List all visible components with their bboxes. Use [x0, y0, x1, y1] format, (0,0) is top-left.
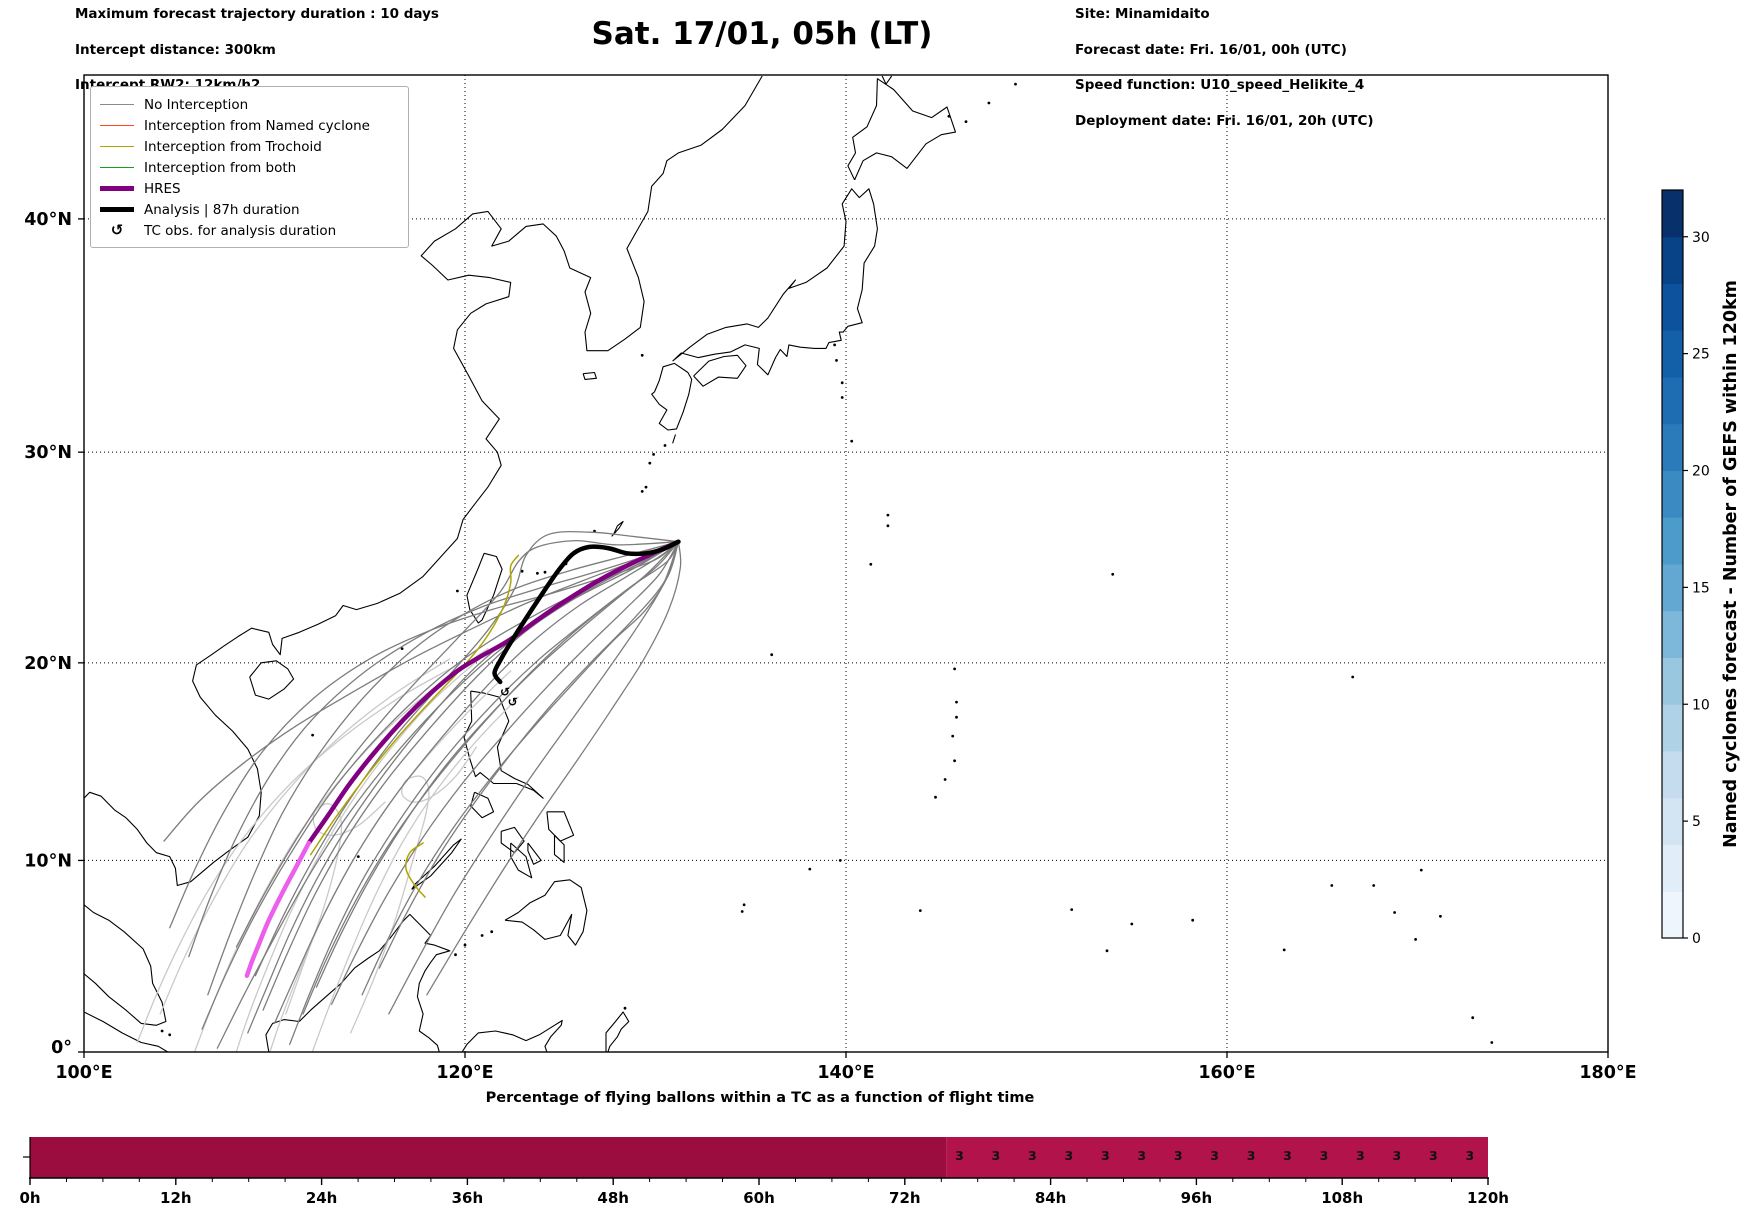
legend-item-label: Interception from Trochoid — [144, 138, 322, 155]
svg-text:15: 15 — [1692, 580, 1710, 596]
bar-x-tick-label: 72h — [889, 1189, 921, 1207]
legend-item-label: TC obs. for analysis duration — [144, 222, 337, 239]
legend-item-1: Interception from Named cyclone — [100, 115, 400, 136]
balloon-tc-bar-chart: 3 3 3 3 3 3 3 3 3 3 3 3 3 3 3 0h 12h 24h 36h 48h 60h 72h 84h 96… — [19, 1137, 1509, 1207]
svg-text:25: 25 — [1692, 347, 1710, 363]
svg-text:↺: ↺ — [500, 685, 510, 699]
graticule — [84, 75, 1608, 1052]
svg-text:120°E: 120°E — [436, 1063, 493, 1083]
speed-function-text: Speed function: U10_speed_Helikite_4 — [1075, 77, 1365, 94]
header-left: Maximum forecast trajectory duration : 1… — [75, 6, 439, 95]
bar-annotation: 3 — [1283, 1148, 1292, 1163]
legend-item-2: Interception from Trochoid — [100, 136, 400, 157]
coastlines — [84, 75, 957, 1052]
legend-line-sample-icon — [100, 207, 134, 212]
svg-text:140°E: 140°E — [817, 1063, 874, 1083]
bar-annotation: 3 — [1247, 1148, 1256, 1163]
svg-text:30°N: 30°N — [24, 443, 72, 463]
tc-obs-markers: ↺↺ — [500, 685, 518, 709]
legend-item-0: No Interception — [100, 94, 400, 115]
site-text: Site: Minamidaito — [1075, 6, 1210, 22]
legend-item-label: No Interception — [144, 96, 249, 113]
intercept-distance-text: Intercept distance: 300km — [75, 41, 276, 58]
bar-x-tick-label: 120h — [1467, 1189, 1509, 1207]
colorbar-label: Named cyclones forecast - Number of GEFS… — [1721, 280, 1741, 848]
bar-annotation: 3 — [1356, 1148, 1365, 1163]
bar-annotation: 3 — [1465, 1148, 1474, 1163]
svg-text:0: 0 — [1692, 931, 1701, 947]
bar-annotation: 3 — [1174, 1148, 1183, 1163]
bar-annotation: 3 — [1393, 1148, 1402, 1163]
legend-item-label: Interception from both — [144, 159, 297, 176]
deployment-date-text: Deployment date: Fri. 16/01, 20h (UTC) — [1075, 112, 1374, 129]
svg-text:20°N: 20°N — [24, 654, 72, 674]
svg-text:180°E: 180°E — [1579, 1063, 1636, 1083]
trochoid-interception-line — [309, 554, 520, 856]
bar-annotation: 3 — [1429, 1148, 1438, 1163]
legend-item-4: HRES — [100, 178, 400, 199]
analysis-87h-line — [492, 539, 681, 685]
legend-item-6: ↺ TC obs. for analysis duration — [100, 220, 400, 241]
hres-line — [306, 539, 681, 846]
bar-x-tick-label: 96h — [1181, 1189, 1213, 1207]
svg-text:↺: ↺ — [508, 695, 518, 709]
map-axis-ticks — [78, 218, 1609, 1058]
map-area: ↺↺ — [84, 75, 1608, 1052]
max-duration-text: Maximum forecast trajectory duration : 1… — [75, 6, 439, 22]
colorbar: 0 5 10 15 20 25 30 — [1661, 189, 1710, 947]
svg-text:30: 30 — [1692, 230, 1710, 246]
legend-item-3: Interception from both — [100, 157, 400, 178]
svg-text:20: 20 — [1692, 464, 1710, 480]
tc-obs-symbol-icon: ↺ — [110, 221, 124, 239]
bar-annotation: 3 — [1064, 1148, 1073, 1163]
svg-text:10: 10 — [1692, 697, 1710, 713]
bar-x-tick-label: 108h — [1321, 1189, 1363, 1207]
legend-item-label: HRES — [144, 180, 181, 197]
bar-x-tick-label: 0h — [19, 1189, 40, 1207]
trochoid-curl-line — [405, 842, 426, 898]
legend-item-label: Analysis | 87h duration — [144, 201, 300, 218]
legend-item-5: Analysis | 87h duration — [100, 199, 400, 220]
legend-item-label: Interception from Named cyclone — [144, 117, 370, 134]
hres-tail-magenta-line — [244, 840, 312, 978]
bar-x-tick-label: 60h — [743, 1189, 775, 1207]
svg-text:5: 5 — [1692, 814, 1701, 830]
legend-line-sample-icon — [100, 186, 134, 191]
bar-annotation: 3 — [1137, 1148, 1146, 1163]
svg-text:40°N: 40°N — [24, 210, 72, 230]
legend-line-sample-icon — [100, 145, 134, 148]
bar-annotation: 3 — [1210, 1148, 1219, 1163]
svg-text:10°N: 10°N — [24, 851, 72, 871]
map-axis-labels: 100°E 120°E 140°E 160°E 180°E 0° 10°N 20°N 30°N 4… — [24, 210, 1636, 1083]
bar-x-tick-label: 24h — [306, 1189, 338, 1207]
svg-text:0°: 0° — [51, 1038, 72, 1058]
legend-line-sample-icon — [100, 124, 134, 127]
island-dots — [160, 82, 1494, 1044]
gefs-no-interception-trajectories — [163, 530, 682, 1049]
bar-annotation: 3 — [1101, 1148, 1110, 1163]
header-right: Site: Minamidaito Forecast date: Fri. 16… — [1075, 6, 1374, 131]
bar-x-tick-label: 84h — [1035, 1189, 1067, 1207]
bar-annotation: 3 — [1320, 1148, 1329, 1163]
page-title: Sat. 17/01, 05h (LT) — [591, 16, 933, 52]
bar-x-tick-label: 12h — [160, 1189, 192, 1207]
faded-trajectories — [136, 647, 519, 1052]
legend-box: No Interception Interception from Named c… — [90, 86, 409, 248]
bar-annotation: 3 — [955, 1148, 964, 1163]
bar-x-tick-label: 36h — [452, 1189, 484, 1207]
bar-annotation: 3 — [992, 1148, 1001, 1163]
bar-x-tick-label: 48h — [597, 1189, 629, 1207]
forecast-date-text: Forecast date: Fri. 16/01, 00h (UTC) — [1075, 41, 1347, 58]
bottom-bar-title: Percentage of flying ballons within a TC… — [485, 1090, 1035, 1106]
svg-text:160°E: 160°E — [1198, 1063, 1255, 1083]
legend-line-sample-icon — [100, 103, 134, 106]
bar-annotation: 3 — [1028, 1148, 1037, 1163]
legend-line-sample-icon — [100, 166, 134, 169]
svg-text:100°E: 100°E — [55, 1063, 112, 1083]
site-point — [676, 539, 681, 544]
